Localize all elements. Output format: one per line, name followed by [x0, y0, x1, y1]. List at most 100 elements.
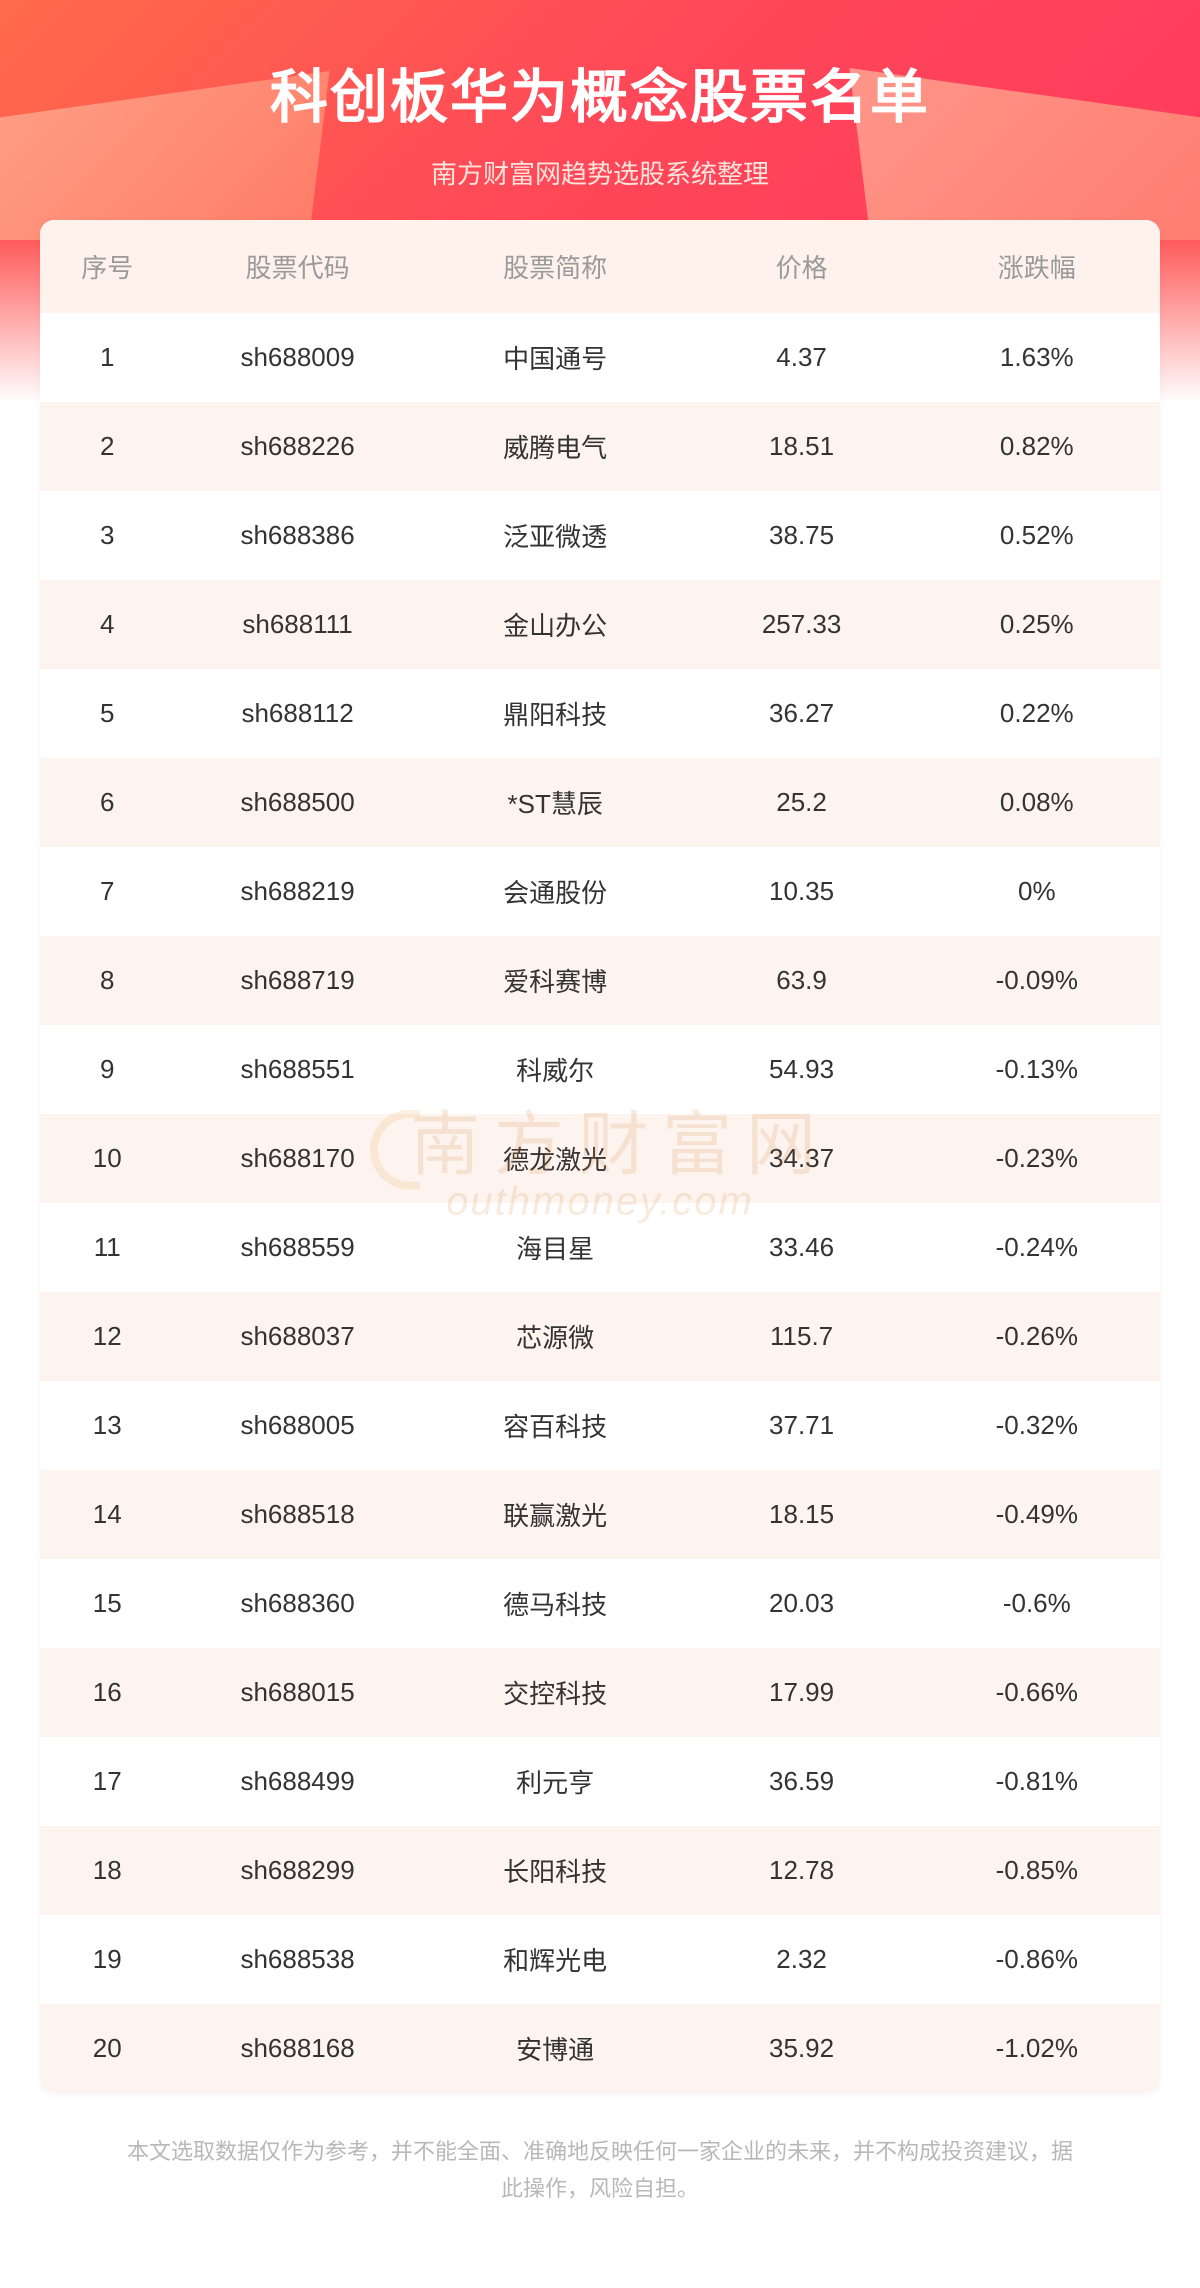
- cell-name: 鼎阳科技: [421, 669, 690, 758]
- cell-change: -0.6%: [914, 1559, 1160, 1648]
- cell-change: -0.26%: [914, 1292, 1160, 1381]
- cell-name: 中国通号: [421, 313, 690, 402]
- table-row: 10sh688170德龙激光34.37-0.23%: [40, 1114, 1160, 1203]
- cell-price: 63.9: [690, 936, 914, 1025]
- cell-change: -1.02%: [914, 2004, 1160, 2093]
- cell-change: -0.85%: [914, 1826, 1160, 1915]
- cell-price: 2.32: [690, 1915, 914, 2004]
- cell-code: sh688219: [174, 847, 420, 936]
- cell-price: 34.37: [690, 1114, 914, 1203]
- table-body: 1sh688009中国通号4.371.63%2sh688226威腾电气18.51…: [40, 313, 1160, 2093]
- cell-price: 35.92: [690, 2004, 914, 2093]
- stock-table: 序号 股票代码 股票简称 价格 涨跌幅 1sh688009中国通号4.371.6…: [40, 220, 1160, 2093]
- cell-code: sh688500: [174, 758, 420, 847]
- table-wrapper: 南方财富网 outhmoney.com 序号 股票代码 股票简称 价格 涨跌幅 …: [0, 240, 1200, 2288]
- cell-code: sh688360: [174, 1559, 420, 1648]
- cell-change: 1.63%: [914, 313, 1160, 402]
- cell-seq: 19: [40, 1915, 174, 2004]
- table-row: 18sh688299长阳科技12.78-0.85%: [40, 1826, 1160, 1915]
- table-card: 南方财富网 outhmoney.com 序号 股票代码 股票简称 价格 涨跌幅 …: [40, 220, 1160, 2093]
- cell-code: sh688168: [174, 2004, 420, 2093]
- cell-code: sh688299: [174, 1826, 420, 1915]
- cell-change: -0.13%: [914, 1025, 1160, 1114]
- cell-code: sh688170: [174, 1114, 420, 1203]
- cell-change: 0.82%: [914, 402, 1160, 491]
- cell-change: -0.66%: [914, 1648, 1160, 1737]
- cell-change: -0.32%: [914, 1381, 1160, 1470]
- page-title: 科创板华为概念股票名单: [0, 50, 1200, 134]
- col-header-name: 股票简称: [421, 220, 690, 313]
- cell-name: 泛亚微透: [421, 491, 690, 580]
- cell-price: 12.78: [690, 1826, 914, 1915]
- table-row: 16sh688015交控科技17.99-0.66%: [40, 1648, 1160, 1737]
- cell-seq: 11: [40, 1203, 174, 1292]
- cell-seq: 7: [40, 847, 174, 936]
- cell-seq: 1: [40, 313, 174, 402]
- cell-seq: 20: [40, 2004, 174, 2093]
- cell-seq: 13: [40, 1381, 174, 1470]
- cell-name: 会通股份: [421, 847, 690, 936]
- cell-name: 威腾电气: [421, 402, 690, 491]
- table-row: 6sh688500*ST慧辰25.20.08%: [40, 758, 1160, 847]
- cell-change: 0.25%: [914, 580, 1160, 669]
- cell-price: 257.33: [690, 580, 914, 669]
- cell-name: *ST慧辰: [421, 758, 690, 847]
- cell-seq: 9: [40, 1025, 174, 1114]
- cell-name: 科威尔: [421, 1025, 690, 1114]
- cell-code: sh688015: [174, 1648, 420, 1737]
- cell-code: sh688112: [174, 669, 420, 758]
- table-row: 1sh688009中国通号4.371.63%: [40, 313, 1160, 402]
- cell-change: -0.86%: [914, 1915, 1160, 2004]
- table-row: 17sh688499利元亨36.59-0.81%: [40, 1737, 1160, 1826]
- cell-code: sh688719: [174, 936, 420, 1025]
- cell-code: sh688518: [174, 1470, 420, 1559]
- cell-seq: 12: [40, 1292, 174, 1381]
- cell-code: sh688499: [174, 1737, 420, 1826]
- cell-seq: 4: [40, 580, 174, 669]
- cell-price: 20.03: [690, 1559, 914, 1648]
- cell-name: 利元亨: [421, 1737, 690, 1826]
- table-row: 20sh688168安博通35.92-1.02%: [40, 2004, 1160, 2093]
- page-subtitle: 南方财富网趋势选股系统整理: [0, 154, 1200, 191]
- disclaimer-text: 本文选取数据仅作为参考，并不能全面、准确地反映任何一家企业的未来，并不构成投资建…: [40, 2113, 1160, 2258]
- cell-name: 金山办公: [421, 580, 690, 669]
- cell-change: -0.23%: [914, 1114, 1160, 1203]
- cell-code: sh688386: [174, 491, 420, 580]
- cell-change: -0.09%: [914, 936, 1160, 1025]
- cell-price: 18.51: [690, 402, 914, 491]
- cell-name: 德龙激光: [421, 1114, 690, 1203]
- cell-name: 芯源微: [421, 1292, 690, 1381]
- cell-change: 0%: [914, 847, 1160, 936]
- cell-code: sh688009: [174, 313, 420, 402]
- cell-price: 33.46: [690, 1203, 914, 1292]
- cell-seq: 16: [40, 1648, 174, 1737]
- page-container: 科创板华为概念股票名单 南方财富网趋势选股系统整理 南方财富网 outhmone…: [0, 0, 1200, 2288]
- table-header-row: 序号 股票代码 股票简称 价格 涨跌幅: [40, 220, 1160, 313]
- cell-seq: 14: [40, 1470, 174, 1559]
- cell-code: sh688538: [174, 1915, 420, 2004]
- cell-price: 37.71: [690, 1381, 914, 1470]
- table-row: 11sh688559海目星33.46-0.24%: [40, 1203, 1160, 1292]
- cell-seq: 15: [40, 1559, 174, 1648]
- cell-code: sh688551: [174, 1025, 420, 1114]
- cell-name: 长阳科技: [421, 1826, 690, 1915]
- col-header-price: 价格: [690, 220, 914, 313]
- table-row: 7sh688219会通股份10.350%: [40, 847, 1160, 936]
- cell-price: 115.7: [690, 1292, 914, 1381]
- header-banner: 科创板华为概念股票名单 南方财富网趋势选股系统整理: [0, 0, 1200, 240]
- cell-code: sh688005: [174, 1381, 420, 1470]
- cell-seq: 6: [40, 758, 174, 847]
- table-row: 12sh688037芯源微115.7-0.26%: [40, 1292, 1160, 1381]
- cell-name: 和辉光电: [421, 1915, 690, 2004]
- col-header-change: 涨跌幅: [914, 220, 1160, 313]
- col-header-code: 股票代码: [174, 220, 420, 313]
- cell-price: 18.15: [690, 1470, 914, 1559]
- cell-name: 容百科技: [421, 1381, 690, 1470]
- table-row: 19sh688538和辉光电2.32-0.86%: [40, 1915, 1160, 2004]
- cell-price: 17.99: [690, 1648, 914, 1737]
- cell-name: 海目星: [421, 1203, 690, 1292]
- cell-name: 交控科技: [421, 1648, 690, 1737]
- cell-change: 0.08%: [914, 758, 1160, 847]
- cell-code: sh688037: [174, 1292, 420, 1381]
- cell-price: 10.35: [690, 847, 914, 936]
